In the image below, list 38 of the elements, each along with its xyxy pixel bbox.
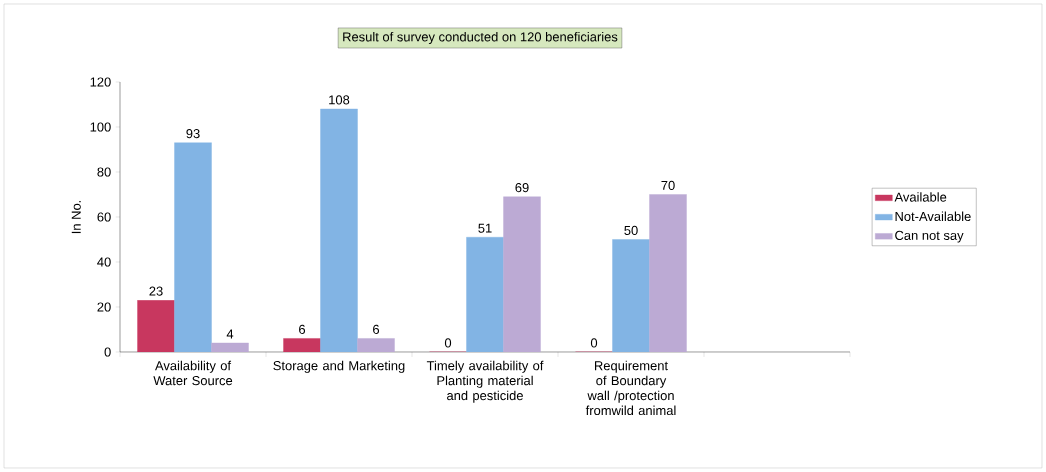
bar: [211, 342, 249, 352]
data-label: 6: [299, 324, 306, 334]
data-label: 0: [590, 338, 598, 348]
bar: [283, 338, 321, 352]
y-tick-label: 0: [104, 347, 111, 357]
bar: [466, 237, 504, 352]
y-axis-title: In No.: [71, 200, 81, 234]
x-tick-label: Storage and Marketing: [273, 360, 405, 373]
data-label: 51: [478, 223, 492, 233]
y-tick-label: 80: [97, 167, 111, 177]
x-tick-label: Timely availability of Planting material and pesticide: [426, 360, 544, 403]
data-label: 108: [329, 95, 350, 105]
legend-label: Not-Available: [895, 211, 971, 221]
data-label: 23: [149, 286, 163, 296]
data-label: 69: [515, 183, 529, 193]
legend-label: Can not say: [895, 230, 964, 243]
x-tick-label: Availability of Water Source: [153, 360, 233, 386]
bar: [357, 338, 395, 352]
bar: [174, 142, 212, 352]
data-label: 0: [444, 338, 452, 348]
data-label: 4: [226, 329, 234, 339]
x-tick-label: Requirement of Boundary wall /protection fromwild animal: [585, 360, 676, 416]
y-tick-label: 120: [90, 77, 111, 87]
y-tick-label: 20: [97, 302, 111, 312]
chart-title: Result of survey conducted on 120 beneficiaries: [343, 31, 618, 45]
y-tick-label: 100: [90, 122, 111, 132]
data-label: 6: [373, 324, 380, 334]
data-label: 50: [624, 225, 638, 235]
bar: [649, 194, 687, 352]
data-label: 93: [186, 129, 200, 139]
legend-label: Available: [894, 192, 947, 202]
bar: [320, 108, 358, 352]
y-tick-label: 40: [97, 257, 111, 267]
y-tick-label: 60: [97, 212, 111, 222]
bar: [612, 239, 650, 352]
bar: [503, 196, 541, 352]
bar: [137, 300, 175, 352]
data-label: 70: [661, 180, 675, 190]
